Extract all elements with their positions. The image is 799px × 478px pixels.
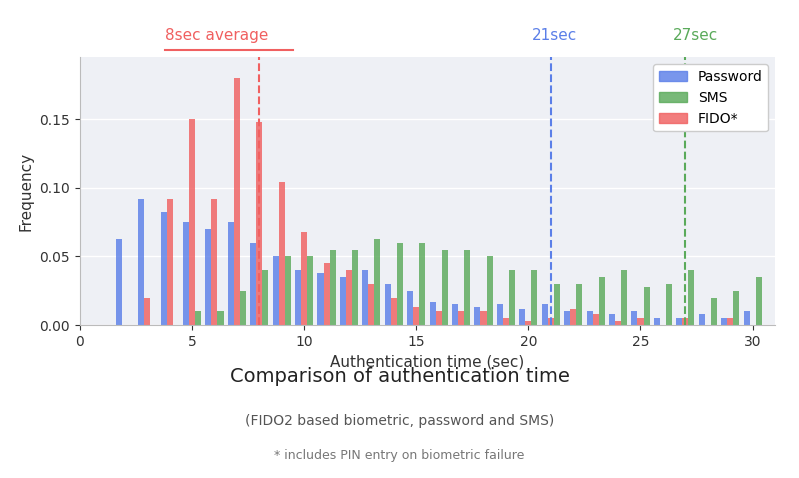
Bar [733,291,739,325]
Bar [487,256,493,325]
Bar [756,277,761,325]
Bar [452,304,458,325]
Bar [442,250,447,325]
Bar [654,318,660,325]
Bar [256,122,262,325]
Bar [497,304,503,325]
X-axis label: Authentication time (sec): Authentication time (sec) [330,354,525,369]
Bar [531,270,538,325]
Bar [407,291,413,325]
Bar [711,298,717,325]
Bar [375,239,380,325]
Text: * includes PIN entry on biometric failure: * includes PIN entry on biometric failur… [274,449,525,462]
Text: 8sec average: 8sec average [165,28,268,43]
Bar [458,311,464,325]
Bar [391,298,397,325]
Bar [116,239,121,325]
Bar [676,318,682,325]
Bar [576,284,582,325]
Bar [307,256,313,325]
Bar [638,318,643,325]
Bar [324,263,329,325]
Bar [519,309,526,325]
Bar [340,277,346,325]
Bar [346,270,352,325]
Bar [721,318,727,325]
Bar [240,291,246,325]
Bar [435,311,442,325]
Bar [284,256,291,325]
Bar [682,318,689,325]
Bar [621,270,627,325]
Bar [698,314,705,325]
Bar [301,232,307,325]
Bar [689,270,694,325]
Bar [554,284,560,325]
Bar [643,287,650,325]
Text: Comparison of authentication time: Comparison of authentication time [229,368,570,386]
Bar [593,314,598,325]
Bar [666,284,672,325]
Bar [161,213,166,325]
Bar [217,311,224,325]
Bar [464,250,470,325]
Bar [570,309,576,325]
Bar [385,284,391,325]
Text: (FIDO2 based biometric, password and SMS): (FIDO2 based biometric, password and SMS… [244,414,555,428]
Bar [362,270,368,325]
Y-axis label: Frequency: Frequency [19,152,34,231]
Bar [234,78,240,325]
Bar [212,199,217,325]
Bar [526,321,531,325]
Bar [195,311,201,325]
Bar [419,243,425,325]
Bar [586,311,593,325]
Bar [189,119,195,325]
Bar [430,302,435,325]
Text: 27sec: 27sec [673,28,718,43]
Bar [138,199,144,325]
Bar [228,222,234,325]
Bar [503,318,509,325]
Bar [615,321,621,325]
Bar [744,311,749,325]
Bar [279,182,284,325]
Bar [413,307,419,325]
Bar [183,222,189,325]
Bar [480,311,487,325]
Bar [564,311,570,325]
Bar [397,243,403,325]
Bar [598,277,605,325]
Bar [475,307,480,325]
Bar [548,318,554,325]
Bar [205,229,212,325]
Bar [144,298,150,325]
Bar [250,243,256,325]
Bar [329,250,336,325]
Legend: Password, SMS, FIDO*: Password, SMS, FIDO* [654,65,768,131]
Bar [317,273,324,325]
Text: 21sec: 21sec [531,28,577,43]
Bar [352,250,358,325]
Bar [272,256,279,325]
Bar [295,270,301,325]
Bar [368,284,375,325]
Bar [542,304,548,325]
Bar [631,311,638,325]
Bar [509,270,515,325]
Bar [727,318,733,325]
Bar [166,199,173,325]
Bar [609,314,615,325]
Bar [262,270,268,325]
